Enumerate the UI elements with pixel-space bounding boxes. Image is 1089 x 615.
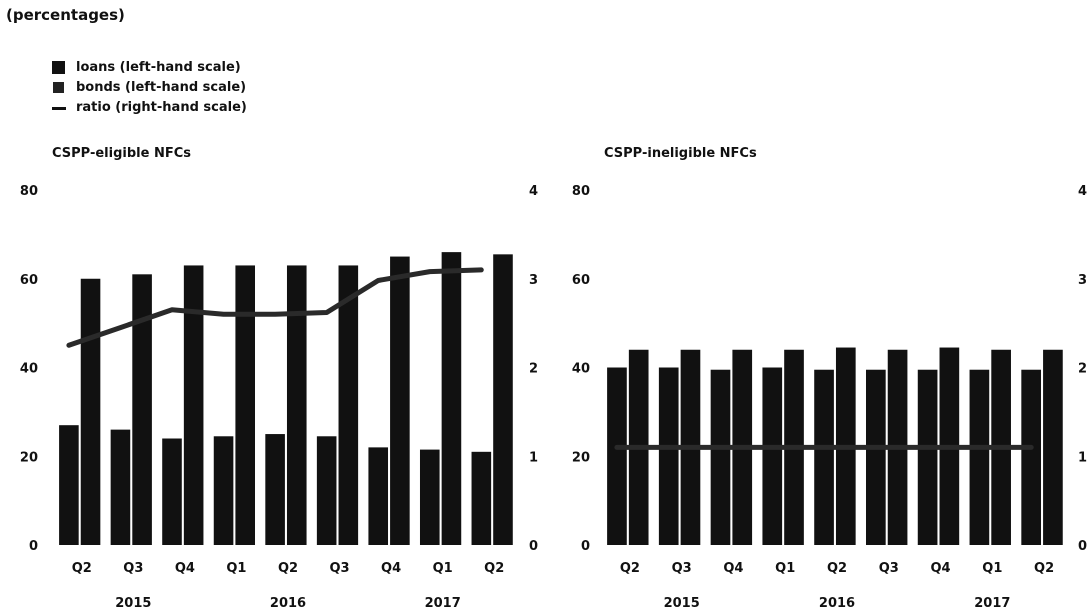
- panel1-year-label-0: 2015: [664, 596, 700, 611]
- panel1-loans-bar-1: [658, 367, 679, 545]
- panel0-ratio-line: [66, 267, 484, 348]
- panel0-left-tick-3: 60: [20, 273, 38, 288]
- panel0-bonds-bar-1: [132, 274, 152, 545]
- panel1-category-label-8: Q2: [1034, 561, 1054, 576]
- panel1-loans-bar-4: [814, 369, 834, 545]
- panel0-category-label-4: Q2: [278, 561, 298, 576]
- panel1-right-tick-2: 2: [1078, 362, 1087, 377]
- unit-note: (percentages): [6, 6, 125, 24]
- panel1-left-tick-0: 0: [581, 539, 590, 554]
- panel0-loans-bar-2: [162, 438, 182, 545]
- panel1-left-tick-1: 20: [572, 450, 590, 465]
- panel1-category-label-3: Q1: [775, 561, 795, 576]
- panel1-loans-bar-6: [917, 369, 938, 545]
- panel0-bonds-bar-2: [183, 265, 204, 545]
- panel0-category-label-1: Q3: [123, 561, 143, 576]
- panel1-category-label-4: Q2: [827, 561, 847, 576]
- panel1-year-label-1: 2016: [819, 596, 855, 611]
- loans-swatch-icon: [52, 61, 65, 74]
- panel1-left-tick-4: 80: [572, 184, 590, 199]
- panel0-loans-bar-6: [368, 447, 389, 545]
- panel0-bonds-bar-5: [338, 265, 359, 545]
- panel1-bonds-bar-8: [1043, 349, 1063, 545]
- panel1-right-tick-1: 1: [1078, 450, 1087, 465]
- panel0-left-tick-2: 40: [20, 362, 38, 377]
- panel0-year-label-1: 2016: [270, 596, 306, 611]
- panel1-right-tick-3: 3: [1078, 273, 1087, 288]
- panel0-bonds-bar-7: [441, 252, 462, 545]
- panel0-category-label-0: Q2: [72, 561, 92, 576]
- panel0-year-label-0: 2015: [115, 596, 151, 611]
- panel0-year-label-2: 2017: [425, 596, 461, 611]
- panel0-right-tick-0: 0: [529, 539, 538, 554]
- panel0-bonds-bar-6: [390, 256, 410, 545]
- panel1-loans-bar-7: [969, 369, 990, 545]
- panel0-category-label-2: Q4: [175, 561, 195, 576]
- panel-title-eligible: CSPP-eligible NFCs: [52, 146, 192, 161]
- panel0-bonds-bar-0: [80, 278, 101, 545]
- panel0-category-label-5: Q3: [330, 561, 350, 576]
- panel0-category-label-8: Q2: [484, 561, 504, 576]
- panel1-left-tick-2: 40: [572, 362, 590, 377]
- panel0-loans-bar-5: [316, 436, 337, 545]
- panel0-left-tick-0: 0: [29, 539, 38, 554]
- ratio-line-icon: [52, 107, 66, 110]
- panel0-left-tick-1: 20: [20, 450, 38, 465]
- panel1-loans-bar-8: [1021, 369, 1042, 545]
- panel0-bonds-bar-8: [493, 254, 513, 545]
- panel0-left-tick-4: 80: [20, 184, 38, 199]
- panel0-bonds-bar-3: [235, 265, 256, 545]
- panel0-category-label-6: Q4: [381, 561, 401, 576]
- panel0-right-tick-3: 3: [529, 273, 538, 288]
- panel1-category-label-6: Q4: [931, 561, 951, 576]
- panel0-right-tick-2: 2: [529, 362, 538, 377]
- panel0-loans-bar-7: [419, 449, 440, 545]
- legend-label-loans: loans (left-hand scale): [76, 60, 241, 75]
- legend-label-bonds: bonds (left-hand scale): [76, 80, 247, 95]
- panel0-loans-bar-4: [265, 434, 285, 545]
- panel1-loans-bar-0: [607, 367, 627, 545]
- panel0-right-tick-1: 1: [529, 450, 538, 465]
- panel1-right-tick-4: 4: [1078, 184, 1087, 199]
- panel1-category-label-1: Q3: [672, 561, 692, 576]
- panel0-category-label-7: Q1: [433, 561, 453, 576]
- legend-label-ratio: ratio (right-hand scale): [76, 100, 247, 115]
- panel1-loans-bar-5: [865, 369, 886, 545]
- panel1-right-tick-0: 0: [1078, 539, 1087, 554]
- panel1-category-label-7: Q1: [982, 561, 1002, 576]
- panel1-loans-bar-2: [710, 369, 731, 545]
- panel0-bonds-bar-4: [286, 265, 307, 545]
- panel0-loans-bar-0: [59, 425, 79, 545]
- panel1-category-label-5: Q3: [879, 561, 899, 576]
- panel1-category-label-2: Q4: [723, 561, 743, 576]
- panel1-left-tick-3: 60: [572, 273, 590, 288]
- panel0-loans-bar-8: [471, 451, 492, 545]
- panel0-loans-bar-3: [213, 436, 234, 545]
- panel0-category-label-3: Q1: [226, 561, 246, 576]
- panel1-category-label-0: Q2: [620, 561, 640, 576]
- bonds-swatch-icon: [53, 82, 64, 93]
- panel0-right-tick-4: 4: [529, 184, 538, 199]
- panel1-loans-bar-3: [762, 367, 783, 545]
- panel1-year-label-2: 2017: [974, 596, 1010, 611]
- panel0-loans-bar-1: [110, 429, 131, 545]
- panel-title-ineligible: CSPP-ineligible NFCs: [604, 146, 757, 161]
